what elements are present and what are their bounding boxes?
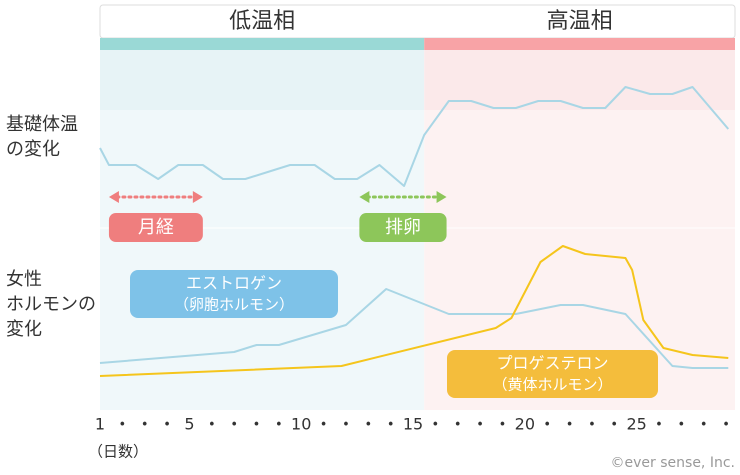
- annotation-pill: [359, 213, 447, 242]
- arrow-head: [359, 191, 370, 203]
- header-frame: [99, 4, 736, 39]
- legend-label: （黄体ホルモン）: [492, 376, 612, 394]
- x-tick-label: •: [253, 418, 261, 433]
- x-tick-label: •: [387, 418, 395, 433]
- arrow-head: [192, 191, 203, 203]
- phase-label: 高温相: [547, 9, 613, 34]
- x-tick-label: •: [342, 418, 350, 433]
- x-tick-label: 20: [515, 415, 535, 434]
- phase-bg: [100, 50, 425, 110]
- phase-bg: [100, 110, 425, 410]
- x-tick-label: •: [700, 418, 708, 433]
- x-tick-label: •: [722, 418, 730, 433]
- phase-bar: [424, 38, 735, 50]
- annotation-label: 排卵: [385, 217, 421, 238]
- x-tick-label: •: [588, 418, 596, 433]
- x-tick-label: 15: [403, 415, 423, 434]
- x-tick-label: •: [275, 418, 283, 433]
- x-tick-label: •: [364, 418, 372, 433]
- x-tick-label: 10: [291, 415, 311, 434]
- x-tick-label: •: [119, 418, 127, 433]
- x-tick-label: •: [499, 418, 507, 433]
- annotation-label: 月経: [138, 217, 174, 238]
- arrow-head: [108, 191, 119, 203]
- x-tick-label: •: [678, 418, 686, 433]
- x-tick-label: •: [454, 418, 462, 433]
- legend-bubble: [447, 350, 658, 398]
- arrow-head: [436, 191, 447, 203]
- x-tick-label: •: [432, 418, 440, 433]
- x-tick-label: •: [566, 418, 574, 433]
- line: [99, 86, 730, 187]
- x-tick-label: •: [543, 418, 551, 433]
- panel-label: 変化: [6, 319, 42, 340]
- x-tick-label: 1: [95, 415, 105, 434]
- phase-bar: [100, 38, 425, 50]
- x-axis-label: （日数）: [88, 443, 148, 461]
- panel-label: ホルモンの: [6, 294, 96, 315]
- x-tick-label: •: [141, 418, 149, 433]
- x-tick-label: •: [655, 418, 663, 433]
- x-tick-label: •: [610, 418, 618, 433]
- line: [99, 288, 729, 369]
- line: [99, 245, 729, 377]
- x-tick-label: •: [230, 418, 238, 433]
- copyright: ©ever sense, Inc.: [611, 455, 735, 471]
- legend-bubble: [130, 270, 338, 318]
- phase-label: 低温相: [229, 9, 295, 34]
- annotation-pill: [108, 213, 203, 242]
- panel-label: 女性: [6, 269, 42, 290]
- legend-label: プロゲステロン: [496, 354, 608, 373]
- x-tick-label: •: [208, 418, 216, 433]
- x-tick-label: 5: [184, 415, 194, 434]
- x-tick-label: •: [476, 418, 484, 433]
- legend-label: （卵胞ホルモン）: [174, 296, 294, 314]
- legend-label: エストロゲン: [186, 274, 282, 293]
- x-tick-label: 25: [626, 415, 646, 434]
- x-tick-label: •: [320, 418, 328, 433]
- x-tick-label: •: [163, 418, 171, 433]
- panel-label: の変化: [6, 139, 60, 160]
- panel-label: 基礎体温: [6, 114, 78, 135]
- phase-bg: [424, 50, 735, 110]
